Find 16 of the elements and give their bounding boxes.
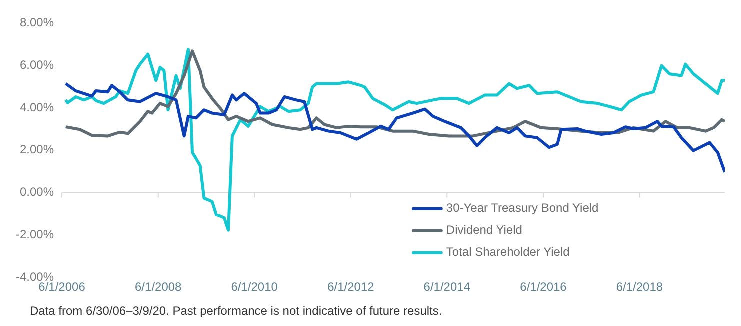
x-tick-label: 6/1/2018 (616, 280, 664, 294)
x-tick-label: 6/1/2008 (135, 280, 182, 294)
legend-label: Dividend Yield (446, 223, 522, 238)
legend-label: Total Shareholder Yield (446, 245, 570, 260)
x-tick-label: 6/1/2012 (328, 280, 375, 294)
y-tick-label: 0.00% (20, 185, 54, 200)
y-tick-label: 4.00% (20, 100, 54, 114)
text: Data from 6/30/06–3/9/20. Past performance is not indicative of future results. (30, 304, 444, 318)
y-tick-label: -2.00% (16, 228, 54, 242)
x-tick-label: 6/1/2010 (231, 280, 278, 294)
y-tick-label: 2.00% (20, 142, 54, 157)
x-tick-label: 6/1/2016 (520, 280, 568, 294)
x-tick-label: 6/1/2014 (424, 280, 471, 294)
legend-label: 30-Year Treasury Bond Yield (446, 201, 599, 216)
y-tick-label: 8.00% (20, 16, 54, 30)
y-tick-label: 6.00% (20, 58, 54, 72)
